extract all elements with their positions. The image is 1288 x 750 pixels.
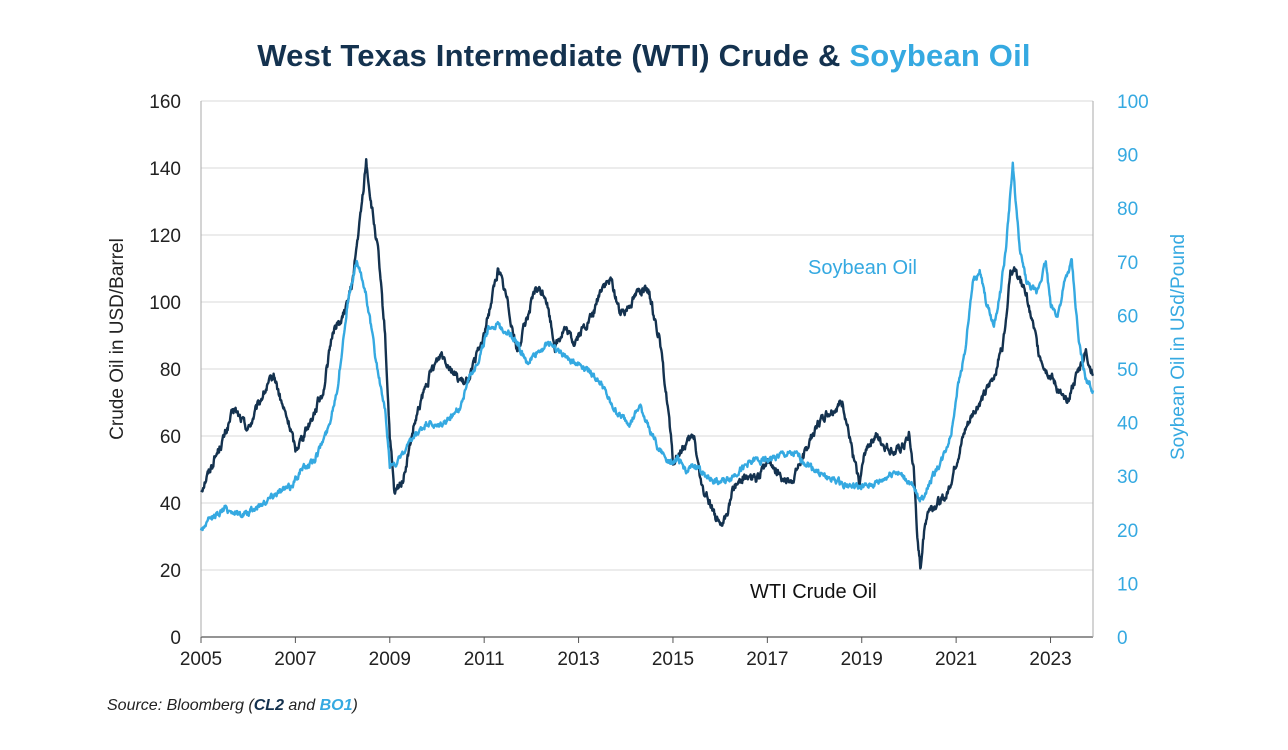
wti-crude-series-line [200,158,1095,570]
chart-title: West Texas Intermediate (WTI) Crude & So… [0,38,1288,74]
left-y-tick-label: 80 [160,360,181,381]
left-y-tick-label: 60 [160,427,181,448]
right-y-tick-label: 30 [1117,467,1138,488]
right-y-tick-label: 80 [1117,199,1138,220]
series-lines [199,158,1095,570]
chart-title-prefix: West Texas Intermediate (WTI) Crude & [257,38,841,73]
x-tick-label: 2013 [557,649,599,670]
right-y-tick-label: 70 [1117,253,1138,274]
x-tick-label: 2019 [841,649,883,670]
left-y-tick-label: 120 [149,226,181,247]
x-tick-label: 2005 [180,649,222,670]
right-y-tick-label: 20 [1117,521,1138,542]
x-tick-label: 2017 [746,649,788,670]
left-y-tick-label: 160 [149,92,181,113]
x-tick-label: 2011 [464,649,505,670]
left-y-tick-label: 0 [170,628,181,649]
x-tick-label: 2023 [1029,649,1071,670]
left-y-tick-label: 100 [149,293,181,314]
right-y-axis-label: Soybean Oil in USd/Pound [1168,234,1189,460]
gridlines [201,100,1093,571]
right-y-tick-label: 40 [1117,414,1138,435]
left-y-tick-labels: 0 20 40 60 80 100 120 140 160 [149,92,181,649]
wti-crude-annotation: WTI Crude Oil [750,581,877,603]
right-y-tick-label: 0 [1117,628,1128,649]
source-mid: and [283,697,320,714]
left-y-tick-label: 140 [149,159,181,180]
chart-title-accent: Soybean Oil [849,38,1031,73]
right-y-tick-label: 90 [1117,146,1138,167]
right-y-tick-label: 100 [1117,92,1149,113]
axes [200,101,1094,638]
source-note: Source: Bloomberg (CL2 and BO1) [107,697,358,715]
source-suffix: ) [352,697,358,714]
right-y-tick-label: 60 [1117,306,1138,327]
source-ticker-cl2: CL2 [253,697,284,714]
left-y-tick-label: 20 [160,561,181,582]
soybean-oil-series-line [199,161,1095,532]
x-tick-label: 2009 [369,649,411,670]
source-prefix: Source: Bloomberg ( [107,697,254,714]
source-ticker-bo1: BO1 [319,697,353,714]
right-y-tick-label: 50 [1117,360,1138,381]
x-tick-label: 2007 [274,649,316,670]
left-y-tick-label: 40 [160,494,181,515]
x-tick-label: 2021 [935,649,977,670]
right-y-tick-labels: 0 10 20 30 40 50 60 70 80 90 100 [1117,92,1149,649]
x-tick-labels: 2005 2007 2009 2011 2013 2015 2017 2019 2021 2023 [180,637,1072,670]
left-y-axis-label: Crude Oil in USD/Barrel [107,238,128,440]
right-y-tick-label: 10 [1117,574,1138,595]
soybean-oil-annotation: Soybean Oil [808,257,917,279]
x-tick-label: 2015 [652,649,694,670]
